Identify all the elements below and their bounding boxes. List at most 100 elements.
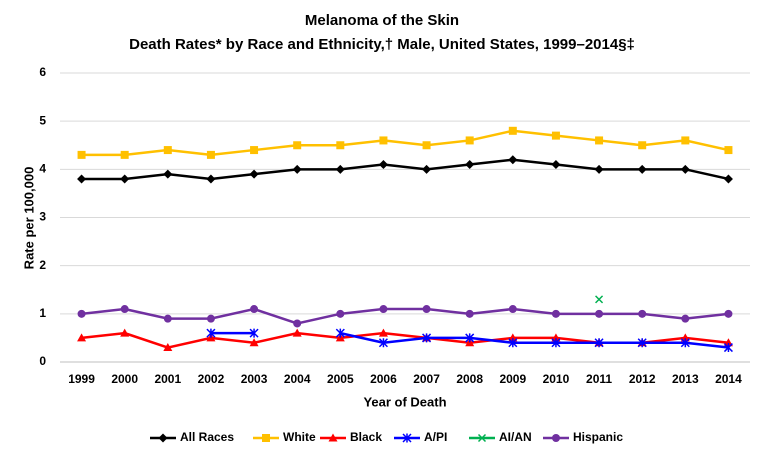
legend-label: AI/AN — [499, 430, 532, 444]
legend-item: Black — [320, 430, 382, 444]
marker — [206, 328, 216, 338]
y-tick-label: 2 — [39, 258, 46, 272]
x-tick-label: 2011 — [586, 372, 612, 386]
x-tick-label: 2010 — [543, 372, 570, 386]
marker — [378, 338, 388, 348]
marker — [508, 126, 517, 135]
marker — [551, 333, 561, 342]
marker — [594, 164, 604, 174]
marker — [163, 146, 172, 155]
marker — [723, 174, 733, 184]
marker — [551, 131, 560, 140]
x-tick-label: 2007 — [413, 372, 440, 386]
y-tick-label: 4 — [39, 162, 46, 176]
x-tick-label: 2006 — [370, 372, 397, 386]
marker — [336, 141, 345, 150]
marker — [120, 328, 130, 337]
marker — [681, 136, 690, 145]
marker — [77, 333, 87, 342]
marker — [206, 174, 216, 184]
x-tick-label: 2013 — [672, 372, 699, 386]
marker — [465, 136, 474, 145]
series-line — [81, 158, 729, 181]
marker — [724, 309, 733, 318]
marker — [77, 309, 86, 318]
marker — [292, 164, 302, 174]
marker — [249, 328, 259, 338]
marker — [378, 328, 388, 337]
marker — [77, 174, 87, 184]
y-tick-label: 0 — [39, 354, 46, 368]
marker — [335, 164, 345, 174]
marker — [249, 169, 259, 179]
marker — [422, 333, 432, 343]
marker — [379, 136, 388, 145]
marker — [77, 150, 86, 159]
series-line — [81, 129, 729, 157]
marker — [595, 295, 604, 304]
marker — [163, 314, 172, 323]
marker — [595, 309, 604, 318]
marker — [724, 146, 733, 155]
marker — [158, 433, 168, 443]
marker — [378, 160, 388, 170]
marker — [637, 164, 647, 174]
marker — [508, 333, 518, 342]
marker — [723, 343, 733, 353]
marker — [465, 333, 475, 343]
marker — [508, 305, 517, 314]
series-line — [340, 331, 729, 349]
legend-label: White — [283, 430, 316, 444]
x-tick-label: 1999 — [68, 372, 95, 386]
marker — [680, 338, 690, 348]
x-tick-label: 2004 — [284, 372, 311, 386]
y-tick-label: 1 — [39, 306, 46, 320]
x-tick-label: 2002 — [198, 372, 225, 386]
marker — [336, 309, 345, 318]
y-tick-label: 5 — [39, 113, 46, 127]
legend-label: All Races — [180, 430, 234, 444]
marker — [552, 434, 560, 442]
marker — [723, 338, 733, 347]
marker — [637, 338, 647, 348]
marker — [551, 338, 561, 348]
marker — [422, 141, 431, 150]
marker — [508, 155, 518, 165]
marker — [477, 433, 487, 443]
x-tick-label: 2000 — [111, 372, 138, 386]
marker — [638, 141, 647, 150]
marker — [680, 164, 690, 174]
x-tick-label: 2003 — [241, 372, 268, 386]
marker — [379, 305, 388, 314]
marker — [206, 314, 215, 323]
marker — [595, 136, 604, 145]
marker — [551, 309, 560, 318]
x-tick-label: 2005 — [327, 372, 354, 386]
marker — [250, 305, 259, 314]
marker — [250, 146, 259, 155]
x-tick-label: 2008 — [456, 372, 483, 386]
marker — [249, 338, 259, 347]
marker — [594, 338, 604, 348]
x-tick-label: 2014 — [715, 372, 742, 386]
marker — [120, 305, 129, 314]
marker — [508, 338, 518, 348]
marker — [163, 169, 173, 179]
marker — [465, 160, 475, 170]
marker — [335, 328, 345, 338]
x-axis-title: Year of Death — [363, 394, 446, 409]
marker — [328, 433, 338, 442]
marker — [293, 141, 302, 150]
chart-subtitle: Death Rates* by Race and Ethnicity,† Mal… — [129, 36, 635, 53]
marker — [680, 333, 690, 342]
y-tick-label: 3 — [39, 210, 46, 224]
x-tick-label: 2001 — [154, 372, 181, 386]
marker — [422, 305, 431, 314]
legend-item: AI/AN — [469, 430, 532, 444]
legend-label: Hispanic — [573, 430, 623, 444]
marker — [163, 343, 173, 352]
legend-label: A/PI — [424, 430, 447, 444]
marker — [206, 150, 215, 159]
marker — [638, 309, 647, 318]
